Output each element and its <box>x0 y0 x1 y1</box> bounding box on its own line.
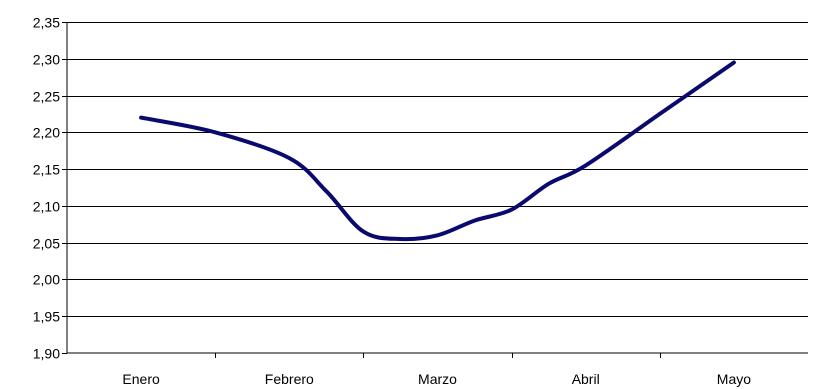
series-line <box>139 60 736 242</box>
x-tick-label: Mayo <box>717 371 751 387</box>
y-tick-label: 2,10 <box>33 199 60 215</box>
series-layer <box>139 60 736 242</box>
y-tick-labels: 1,90 1,95 2,00 2,05 2,10 2,15 2,20 2,25 2,30 2,35 <box>33 15 60 362</box>
y-tick-label: 1,90 <box>33 346 60 362</box>
gridlines <box>67 22 808 317</box>
x-tick-label: Enero <box>122 371 160 387</box>
y-tick-label: 2,30 <box>33 52 60 68</box>
x-tick-labels: Enero Febrero Marzo Abril Mayo <box>122 371 751 387</box>
y-tick-label: 2,15 <box>33 162 60 178</box>
y-tick-label: 2,20 <box>33 125 60 141</box>
x-tick-label: Febrero <box>265 371 314 387</box>
y-tick-label: 2,35 <box>33 15 60 31</box>
y-tick-label: 2,00 <box>33 272 60 288</box>
y-tick-label: 2,05 <box>33 236 60 252</box>
y-tick-label: 1,95 <box>33 309 60 325</box>
axes <box>62 22 808 358</box>
x-tick-label: Marzo <box>418 371 457 387</box>
x-tick-label: Abril <box>572 371 600 387</box>
y-tick-label: 2,25 <box>33 89 60 105</box>
